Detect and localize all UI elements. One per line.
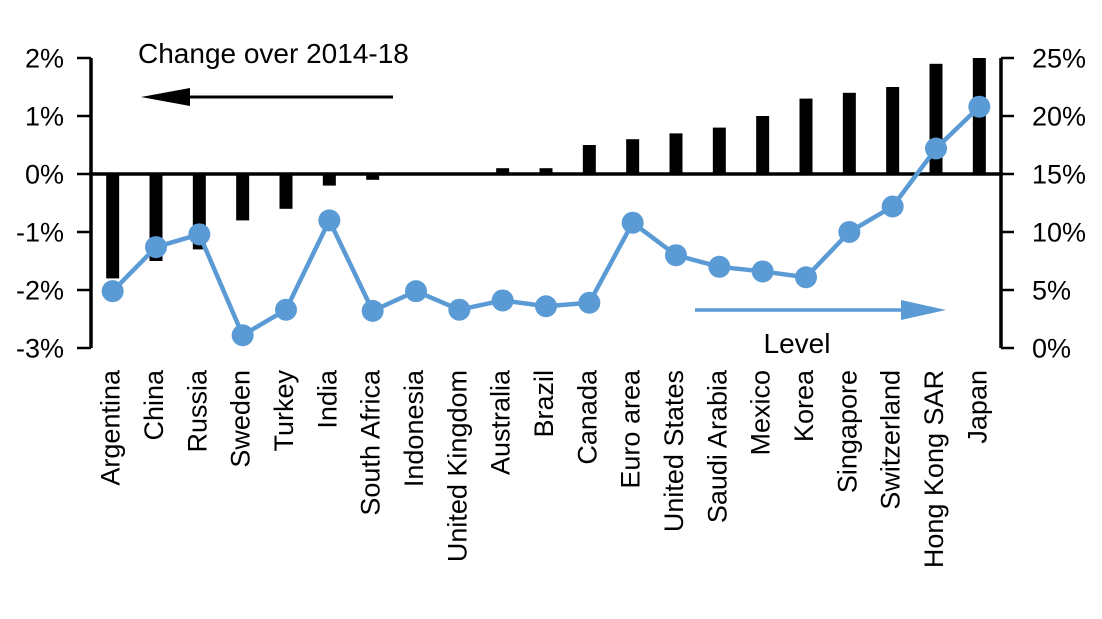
- level-marker-Russia: [188, 223, 211, 246]
- level-marker-Sweden: [231, 324, 254, 347]
- left-axis-tick-label: -2%: [16, 276, 64, 306]
- plot-area: 2% 1% 0% -1% -2% -3% 25% 20% 15% 10% 5% 0% Argentina…: [16, 44, 1086, 569]
- bar-series-title: Change over 2014-18: [138, 38, 409, 69]
- line-series-title: Level: [764, 328, 831, 359]
- left-axis-tick-label: 2%: [25, 44, 64, 74]
- bar-Australia: [496, 168, 510, 174]
- right-axis-tick-label: 5%: [1032, 276, 1071, 306]
- bar-Turkey: [279, 174, 293, 209]
- category-label-China: China: [139, 369, 169, 441]
- left-axis-tick-label: 0%: [25, 160, 64, 190]
- category-label-Brazil: Brazil: [529, 370, 559, 438]
- bar-United States: [669, 133, 683, 174]
- level-marker-China: [145, 236, 167, 259]
- level-marker-Mexico: [751, 260, 774, 283]
- level-marker-Euro area: [621, 211, 644, 234]
- category-label-Switzerland: Switzerland: [876, 370, 906, 510]
- bar-India: [322, 174, 336, 186]
- right-axis-tick-label: 10%: [1032, 218, 1086, 248]
- bar-Sweden: [236, 174, 250, 221]
- bar-Mexico: [756, 116, 770, 174]
- right-axis-tick-label: 25%: [1032, 44, 1086, 74]
- category-label-Canada: Canada: [572, 369, 602, 465]
- right-axis-tick-label: 0%: [1032, 334, 1071, 364]
- right-axis-tick-label: 20%: [1032, 102, 1086, 132]
- level-marker-Switzerland: [881, 195, 904, 218]
- category-label-Indonesia: Indonesia: [399, 369, 429, 487]
- level-marker-Canada: [578, 291, 601, 314]
- category-label-Japan: Japan: [962, 370, 992, 444]
- category-label-Turkey: Turkey: [269, 370, 299, 452]
- bar-South Africa: [366, 174, 380, 180]
- bar-Canada: [582, 145, 596, 174]
- left-arrow-icon: [141, 88, 393, 106]
- level-marker-Australia: [491, 289, 514, 312]
- level-marker-Indonesia: [405, 280, 427, 303]
- left-axis-tick-label: -3%: [16, 334, 64, 364]
- bar-Singapore: [842, 92, 856, 174]
- category-label-Euro area: Euro area: [616, 369, 646, 489]
- level-marker-United States: [665, 244, 687, 267]
- level-marker-Singapore: [838, 221, 861, 243]
- category-label-United Kingdom: United Kingdom: [442, 370, 472, 562]
- right-axis-tick-label: 15%: [1032, 160, 1086, 190]
- level-marker-Hong Kong SAR: [925, 137, 947, 160]
- category-label-United States: United States: [659, 370, 689, 532]
- category-label-South Africa: South Africa: [356, 369, 386, 516]
- bar-Brazil: [539, 168, 553, 174]
- category-label-Russia: Russia: [182, 369, 212, 453]
- right-arrow-icon: [695, 300, 946, 320]
- left-axis-tick-label: 1%: [25, 102, 64, 132]
- left-axis-tick-label: -1%: [16, 218, 64, 248]
- bar-Euro area: [626, 139, 640, 174]
- bar-Saudi Arabia: [712, 127, 726, 174]
- bar-Argentina: [106, 174, 120, 279]
- category-label-Korea: Korea: [789, 369, 819, 442]
- category-label-Singapore: Singapore: [832, 370, 862, 493]
- level-marker-India: [318, 209, 341, 232]
- category-label-Sweden: Sweden: [226, 370, 256, 468]
- level-marker-Saudi Arabia: [708, 255, 731, 278]
- bar-Korea: [799, 98, 813, 174]
- level-marker-Turkey: [275, 298, 297, 321]
- category-label-Australia: Australia: [486, 369, 516, 475]
- bar-Switzerland: [886, 87, 900, 174]
- level-marker-Korea: [795, 266, 817, 289]
- category-label-Argentina: Argentina: [96, 369, 126, 486]
- level-marker-Argentina: [101, 280, 124, 303]
- level-marker-Brazil: [535, 295, 557, 318]
- level-marker-Japan: [968, 95, 991, 118]
- category-label-Saudi Arabia: Saudi Arabia: [702, 369, 732, 523]
- category-label-Mexico: Mexico: [746, 370, 776, 456]
- level-marker-South Africa: [361, 299, 384, 322]
- category-label-India: India: [312, 369, 342, 429]
- level-marker-United Kingdom: [448, 298, 471, 321]
- category-label-Hong Kong SAR: Hong Kong SAR: [919, 370, 949, 568]
